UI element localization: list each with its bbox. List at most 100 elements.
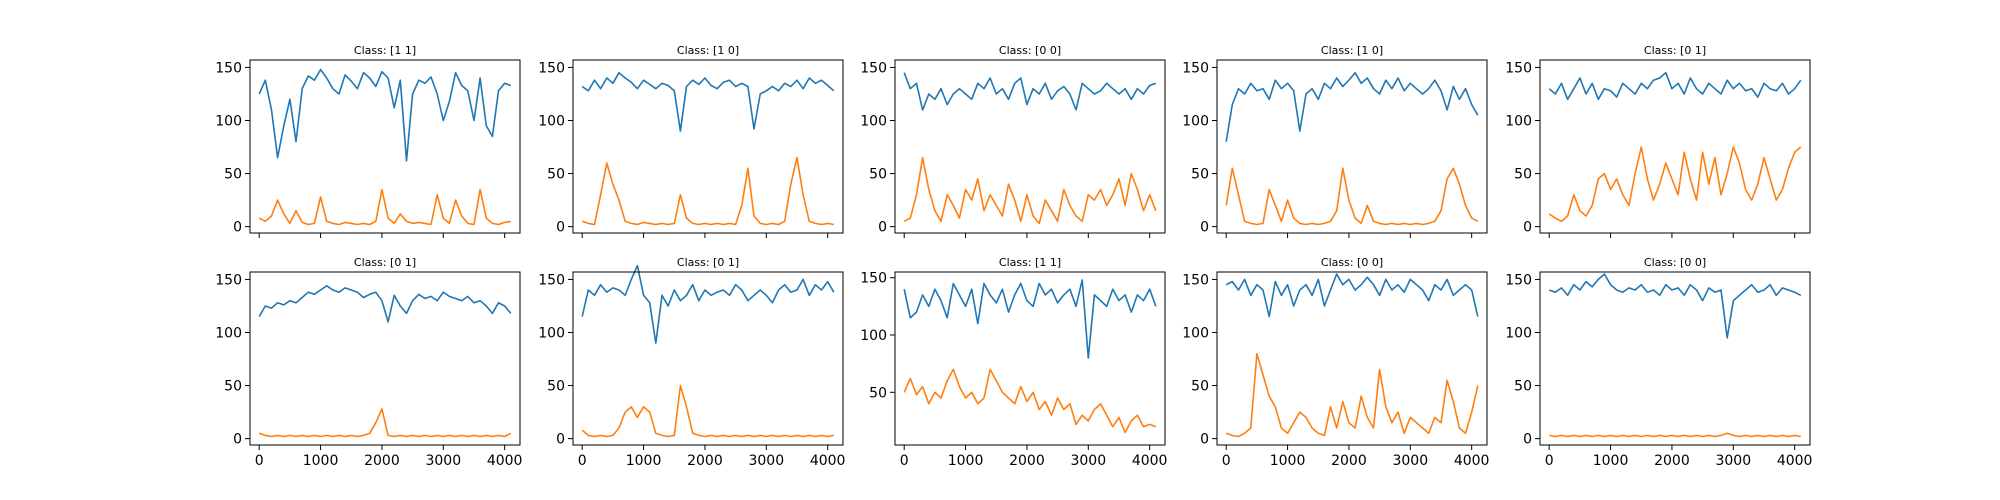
- plot-frame: [1216, 271, 1488, 446]
- subplot-title: Class: [1 0]: [1321, 44, 1383, 57]
- y-tick-label: 150: [538, 272, 565, 288]
- series-line-1: [1548, 273, 1802, 339]
- series-line-2: [903, 156, 1157, 225]
- subplot-title: Class: [0 0]: [1321, 256, 1383, 269]
- subplot-title: Class: [0 1]: [354, 256, 416, 269]
- y-tick-label: 0: [1200, 432, 1209, 448]
- subplot-title: Class: [0 0]: [999, 44, 1061, 57]
- y-tick-label: 0: [878, 220, 887, 236]
- subplot: Class: [1 1] 50 100 150 0 1000 2000 3000 4000: [860, 256, 1167, 469]
- y-tick-label: 50: [1514, 167, 1532, 183]
- y-tick-label: 100: [1182, 113, 1209, 129]
- x-tick-label: 3000: [1715, 453, 1751, 469]
- x-tick-label: 1000: [303, 453, 339, 469]
- series-line-2: [1549, 432, 1801, 438]
- y-tick-label: 100: [215, 325, 242, 341]
- y-tick-label: 50: [1191, 167, 1209, 183]
- y-tick-label: 150: [860, 60, 887, 76]
- plot-frame: [572, 59, 844, 234]
- y-tick-label: 50: [224, 379, 242, 395]
- y-tick-label: 50: [224, 167, 242, 183]
- plot-frame: [894, 59, 1166, 234]
- plot-frame: [1539, 59, 1811, 234]
- series-line-1: [1548, 71, 1802, 101]
- plot-frame: [894, 271, 1166, 446]
- series-line-2: [903, 368, 1157, 434]
- series-line-2: [258, 188, 511, 226]
- y-tick-label: 100: [538, 325, 565, 341]
- x-tick-label: 1000: [1270, 453, 1306, 469]
- x-tick-label: 2000: [364, 453, 400, 469]
- x-tick-label: 0: [1222, 453, 1231, 469]
- y-tick-label: 150: [215, 60, 242, 76]
- subplot: Class: [0 1] 0 50 100 150: [1505, 44, 1811, 238]
- x-tick-label: 1000: [1593, 453, 1629, 469]
- x-tick-label: 4000: [810, 453, 846, 469]
- y-tick-label: 150: [1505, 272, 1532, 288]
- series-line-2: [1548, 146, 1802, 223]
- subplot: Class: [1 0] 0 50 100 150: [538, 44, 844, 238]
- x-tick-label: 2000: [1009, 453, 1045, 469]
- x-tick-label: 4000: [487, 453, 523, 469]
- y-tick-label: 0: [556, 432, 565, 448]
- series-line-1: [258, 68, 512, 162]
- x-tick-label: 4000: [1132, 453, 1168, 469]
- series-line-1: [581, 71, 835, 132]
- series-line-2: [1225, 167, 1479, 226]
- x-tick-label: 0: [900, 453, 909, 469]
- series-line-1: [903, 279, 1157, 359]
- y-tick-label: 100: [215, 113, 242, 129]
- y-tick-label: 100: [1505, 325, 1532, 341]
- series-line-1: [903, 72, 1157, 111]
- series-line-1: [1225, 273, 1479, 318]
- y-tick-label: 150: [538, 60, 565, 76]
- x-tick-label: 2000: [1331, 453, 1367, 469]
- y-tick-label: 0: [233, 432, 242, 448]
- subplot: Class: [0 0] 0 50 100 150 0 1000 2000 3000 4000: [1182, 256, 1489, 469]
- subplot-title: Class: [0 1]: [1644, 44, 1706, 57]
- y-tick-label: 50: [1514, 379, 1532, 395]
- series-line-2: [258, 408, 512, 438]
- plot-frame: [1216, 59, 1488, 234]
- series-line-2: [581, 384, 834, 438]
- x-tick-label: 1000: [948, 453, 984, 469]
- x-tick-label: 1000: [626, 453, 662, 469]
- y-tick-label: 100: [1182, 325, 1209, 341]
- y-tick-label: 150: [215, 272, 242, 288]
- y-tick-label: 50: [869, 385, 887, 401]
- y-tick-label: 0: [556, 220, 565, 236]
- x-tick-label: 2000: [1654, 453, 1690, 469]
- series-line-1: [258, 285, 512, 323]
- y-tick-label: 50: [547, 167, 565, 183]
- series-line-1: [581, 264, 835, 344]
- x-tick-label: 4000: [1777, 453, 1813, 469]
- y-tick-label: 0: [233, 220, 242, 236]
- y-tick-label: 50: [547, 379, 565, 395]
- subplot: Class: [0 0] 0 50 100 150: [860, 44, 1166, 238]
- subplot-title: Class: [1 0]: [677, 44, 739, 57]
- plot-frame: [249, 271, 521, 446]
- y-tick-label: 50: [869, 167, 887, 183]
- y-tick-label: 50: [1191, 379, 1209, 395]
- plot-frame: [1539, 271, 1811, 446]
- subplot: Class: [0 1] 0 50 100 150 0 1000 2000 3000 4000: [538, 256, 845, 469]
- series-line-2: [581, 156, 834, 226]
- x-tick-label: 0: [255, 453, 264, 469]
- y-tick-label: 100: [860, 113, 887, 129]
- subplot-title: Class: [0 0]: [1644, 256, 1706, 269]
- y-tick-label: 150: [1505, 60, 1532, 76]
- y-tick-label: 100: [860, 328, 887, 344]
- y-tick-label: 100: [1505, 113, 1532, 129]
- y-tick-label: 150: [860, 271, 887, 287]
- subplot: Class: [0 1] 0 50 100 150 0 1000 2000 3000 4000: [215, 256, 522, 469]
- subplot: Class: [1 1] 0 50 100 150: [215, 44, 521, 238]
- x-tick-label: 0: [578, 453, 587, 469]
- x-tick-label: 3000: [1070, 453, 1106, 469]
- x-tick-label: 3000: [748, 453, 784, 469]
- y-tick-label: 100: [538, 113, 565, 129]
- subplot-title: Class: [1 1]: [999, 256, 1061, 269]
- x-tick-label: 3000: [425, 453, 461, 469]
- subplot: Class: [0 0] 0 50 100 150 0 1000 2000 3000 4000: [1505, 256, 1812, 469]
- plot-frame: [249, 59, 521, 234]
